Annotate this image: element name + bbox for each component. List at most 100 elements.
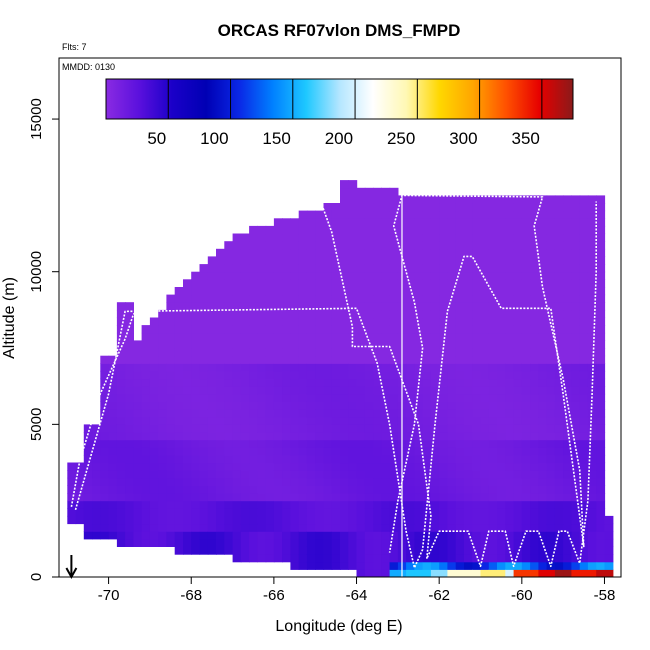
heatmap-cell	[240, 378, 250, 387]
heatmap-cell	[505, 447, 515, 456]
heatmap-cell	[546, 531, 556, 540]
heatmap-cell	[447, 500, 457, 509]
heatmap-cell	[381, 355, 391, 364]
heatmap-cell	[563, 447, 572, 456]
heatmap-cell	[530, 569, 539, 577]
heatmap-cell	[447, 508, 457, 517]
heatmap-cell	[265, 523, 275, 532]
heatmap-cell	[100, 462, 110, 471]
heatmap-cell	[538, 554, 548, 563]
heatmap-cell	[133, 432, 143, 441]
heatmap-cell	[439, 203, 449, 212]
heatmap-cell	[249, 538, 258, 547]
heatmap-cell	[158, 515, 168, 525]
heatmap-cell	[100, 416, 110, 425]
heatmap-cell	[191, 340, 201, 349]
heatmap-cell	[488, 500, 498, 509]
heatmap-cell	[521, 523, 531, 532]
heatmap-cell	[224, 538, 234, 547]
heatmap-cell	[596, 416, 606, 425]
heatmap-cell	[174, 332, 184, 341]
heatmap-cell	[554, 363, 564, 372]
heatmap-cell	[340, 538, 349, 547]
heatmap-cell	[554, 409, 564, 418]
heatmap-cell	[340, 409, 349, 418]
heatmap-cell	[340, 454, 349, 464]
heatmap-cell	[373, 325, 382, 334]
plot-frame	[58, 57, 622, 578]
heatmap-cell	[273, 294, 283, 303]
heatmap-cell	[447, 363, 457, 372]
heatmap-cell	[108, 531, 118, 540]
heatmap-cell	[439, 248, 449, 257]
heatmap-cell	[571, 210, 581, 219]
heatmap-cell	[530, 370, 539, 380]
heatmap-cell	[265, 340, 275, 349]
heatmap-cell	[348, 439, 358, 448]
heatmap-cell	[298, 393, 308, 402]
heatmap-cell	[240, 546, 250, 555]
heatmap-cell	[265, 424, 275, 433]
heatmap-cell	[373, 493, 382, 502]
heatmap-cell	[216, 340, 225, 349]
heatmap-cell	[216, 401, 225, 410]
heatmap-cell	[464, 439, 473, 448]
heatmap-cell	[530, 454, 539, 464]
heatmap-cell	[414, 531, 424, 540]
heatmap-cell	[356, 370, 366, 380]
heatmap-cell	[389, 302, 399, 311]
heatmap-cell	[422, 470, 432, 479]
heatmap-cell	[232, 393, 242, 402]
heatmap-cell	[340, 393, 349, 402]
heatmap-cell	[505, 279, 515, 288]
heatmap-cell	[265, 462, 275, 471]
heatmap-cell	[488, 454, 498, 464]
heatmap-cell	[348, 309, 358, 319]
heatmap-cell	[579, 325, 589, 334]
heatmap-cell	[587, 439, 597, 448]
heatmap-cell	[455, 416, 465, 425]
heatmap-cell	[587, 309, 597, 319]
heatmap-cell	[249, 225, 258, 235]
heatmap-cell	[521, 370, 531, 380]
heatmap-cell	[199, 531, 209, 540]
heatmap-cell	[579, 470, 589, 479]
heatmap-cell	[464, 470, 473, 479]
heatmap-cell	[414, 195, 424, 204]
heatmap-cell	[430, 287, 440, 296]
heatmap-cell	[505, 401, 515, 410]
heatmap-cell	[323, 500, 333, 509]
heatmap-cell	[364, 340, 374, 349]
heatmap-cell	[265, 363, 275, 372]
heatmap-cell	[521, 409, 531, 418]
heatmap-cell	[348, 477, 358, 486]
heatmap-cell	[554, 256, 564, 265]
heatmap-cell	[125, 355, 134, 364]
heatmap-cell	[513, 386, 523, 395]
heatmap-cell	[414, 294, 424, 303]
heatmap-cell	[455, 386, 465, 395]
heatmap-cell	[538, 355, 548, 364]
heatmap-cell	[257, 546, 267, 555]
heatmap-cell	[571, 264, 581, 273]
heatmap-cell	[464, 569, 473, 577]
heatmap-cell	[587, 348, 597, 357]
heatmap-cell	[216, 348, 225, 357]
heatmap-cell	[546, 515, 556, 525]
heatmap-cell	[240, 302, 250, 311]
heatmap-cell	[447, 256, 457, 265]
heatmap-cell	[430, 432, 440, 441]
heatmap-cell	[530, 416, 539, 425]
heatmap-cell	[546, 241, 556, 250]
heatmap-cell	[422, 432, 432, 441]
heatmap-cell	[232, 386, 242, 395]
heatmap-cell	[199, 378, 209, 387]
heatmap-cell	[315, 210, 325, 219]
heatmap-cell	[604, 538, 614, 547]
heatmap-cell	[546, 409, 556, 418]
heatmap-cell	[571, 203, 581, 212]
heatmap-cell	[240, 386, 250, 395]
heatmap-cell	[257, 355, 267, 364]
heatmap-cell	[406, 332, 415, 341]
heatmap-cell	[199, 317, 209, 326]
